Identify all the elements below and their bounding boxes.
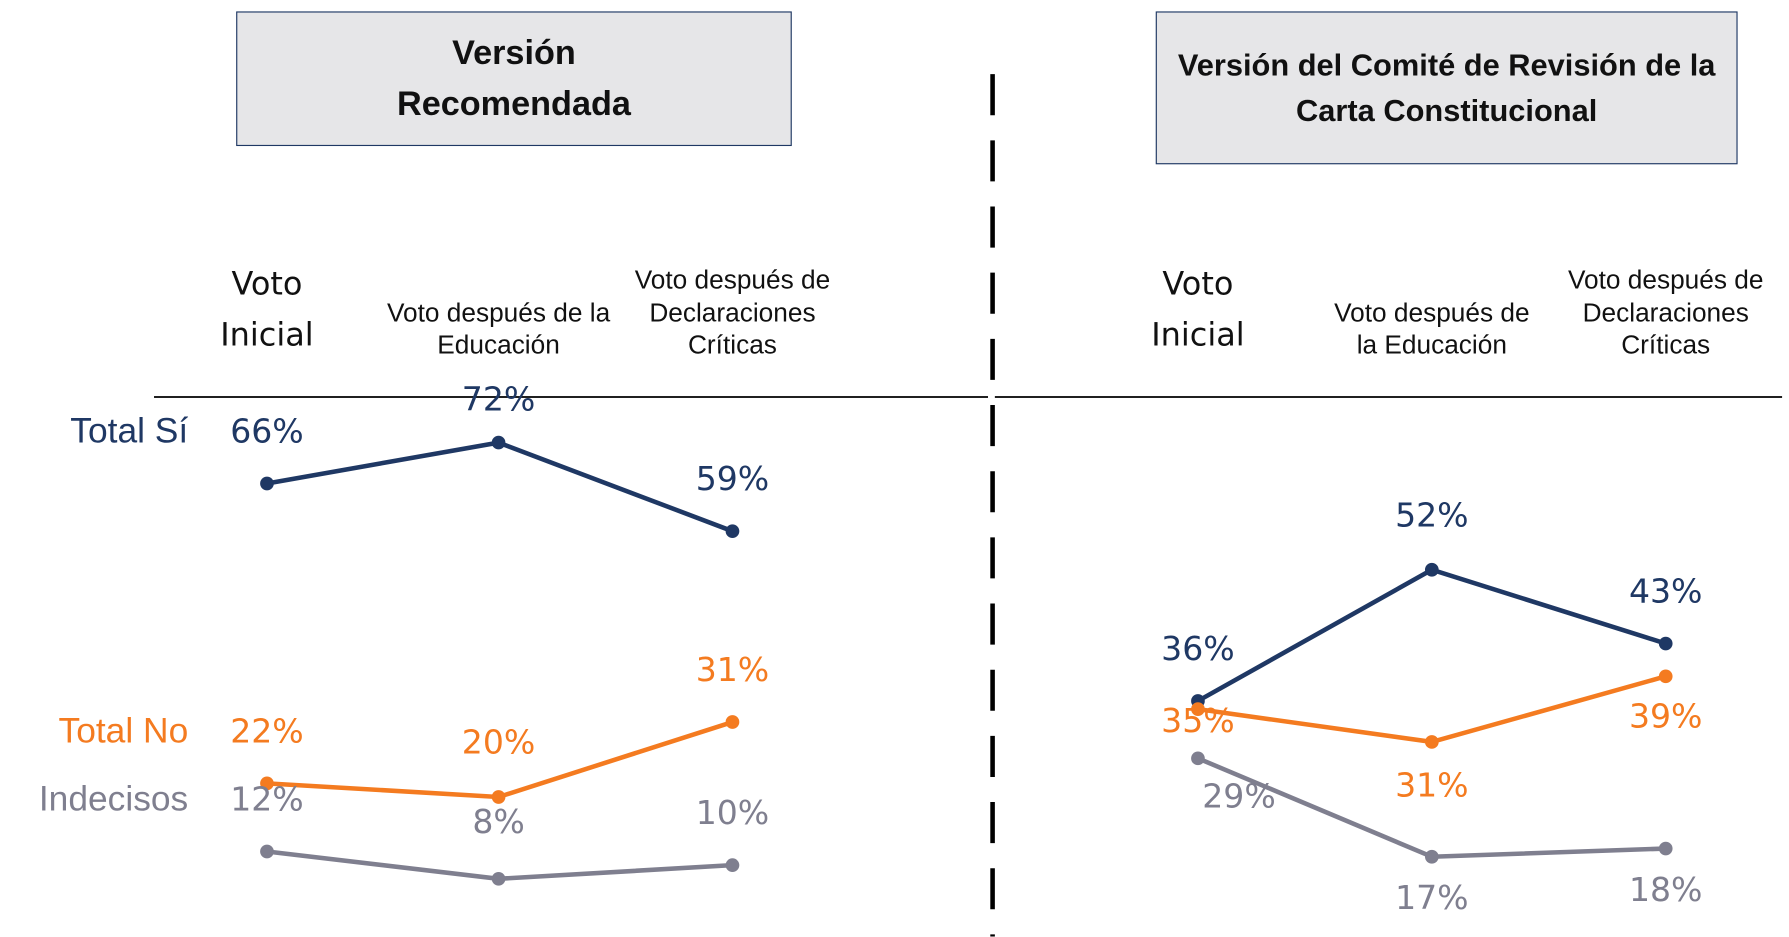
value-label: 31% <box>1395 766 1469 805</box>
x-category-label: Voto después de la Educación <box>386 297 611 360</box>
point <box>1424 849 1439 864</box>
point <box>1658 841 1673 856</box>
value-label: 31% <box>696 650 770 689</box>
point <box>491 790 506 804</box>
x-category-label: Voto Inicial <box>1151 265 1245 354</box>
title-box: Versión del Comité de Revisión de la Car… <box>1155 11 1738 165</box>
point <box>491 871 506 886</box>
point <box>260 776 274 791</box>
point <box>725 715 740 729</box>
value-label: 72% <box>462 380 536 419</box>
title-box: Versión Recomendada <box>236 11 792 147</box>
value-label: 39% <box>1629 697 1703 736</box>
series-line <box>266 440 734 534</box>
value-label: 43% <box>1629 571 1703 610</box>
value-label: 10% <box>696 793 770 832</box>
chart-title: Versión Recomendada <box>396 34 631 124</box>
point <box>260 844 274 859</box>
point <box>725 524 740 539</box>
series-line <box>1196 567 1667 703</box>
value-label: 66% <box>230 411 304 450</box>
point <box>1658 669 1673 684</box>
value-label: 59% <box>696 459 770 498</box>
point <box>1658 636 1673 651</box>
value-label: 29% <box>1202 776 1276 815</box>
value-label: 35% <box>1161 701 1235 740</box>
value-label: 36% <box>1161 629 1235 668</box>
value-label: 20% <box>462 723 536 762</box>
series-line <box>1197 674 1667 745</box>
point <box>1191 702 1205 716</box>
point <box>725 858 740 873</box>
point <box>260 476 274 491</box>
value-label: 22% <box>230 711 304 750</box>
value-label: 12% <box>230 779 304 818</box>
legend-label: Indecisos <box>39 779 188 818</box>
point <box>1424 562 1439 577</box>
value-label: 18% <box>1629 870 1703 909</box>
value-label: 52% <box>1395 495 1469 534</box>
chart-title: Versión del Comité de Revisión de la Car… <box>1177 47 1716 128</box>
x-category-label: Voto Inicial <box>220 265 314 354</box>
x-category-label: Voto después de Declaraciones Críticas <box>634 264 831 360</box>
point <box>1191 751 1205 766</box>
value-label: 17% <box>1395 878 1469 917</box>
legend-label: Total Sí <box>70 411 188 450</box>
x-category-label: Voto después de la Educación <box>1334 297 1530 360</box>
legend-label: Total No <box>59 711 189 750</box>
point <box>1424 735 1439 749</box>
x-category-label: Voto después de Declaraciones Críticas <box>1567 264 1764 360</box>
point <box>491 435 506 450</box>
value-label: 8% <box>472 802 524 841</box>
